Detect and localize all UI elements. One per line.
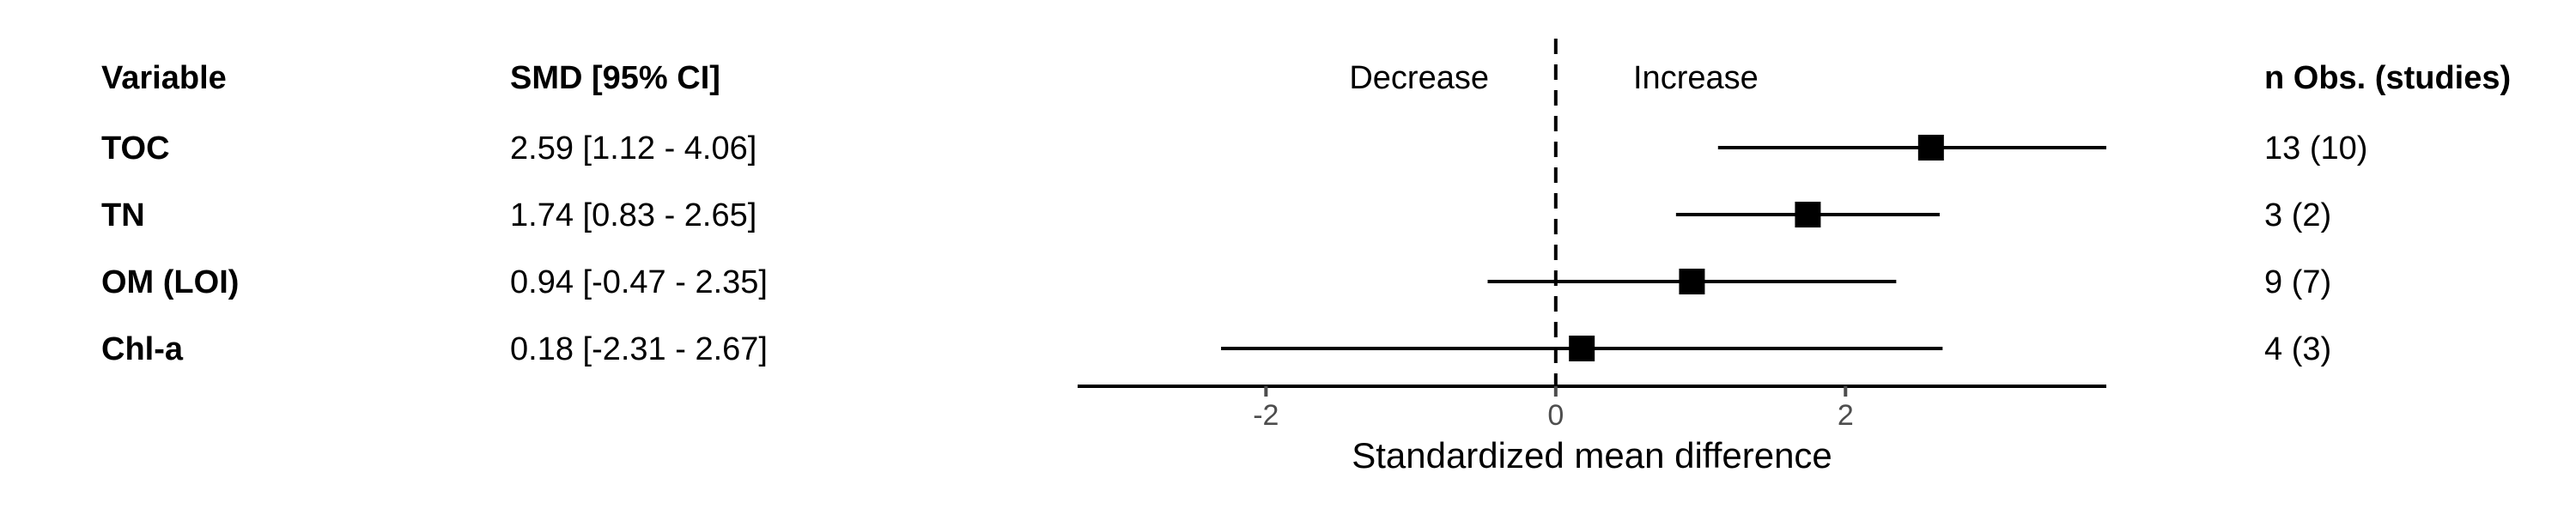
row-3-n-obs: 4 (3) xyxy=(2264,331,2331,367)
table-rows: TOC 2.59 [1.12 - 4.06] 13 (10) TN 1.74 [0.83… xyxy=(101,130,2367,367)
row-1-variable: TN xyxy=(101,197,145,233)
row-2-n-obs: 9 (7) xyxy=(2264,264,2331,300)
row-0-point-estimate xyxy=(1917,135,1944,161)
row-1-n-obs: 3 (2) xyxy=(2264,197,2331,233)
row-2-smd-ci: 0.94 [-0.47 - 2.35] xyxy=(510,264,768,300)
increase-label: Increase xyxy=(1633,60,1759,96)
row-3-point-estimate xyxy=(1569,336,1595,361)
row-3-variable: Chl-a xyxy=(101,331,184,367)
plot-area: -2 0 2 Standardized mean difference xyxy=(1078,39,2106,476)
x-axis-ticks: -2 0 2 xyxy=(1253,386,1854,432)
row-0-variable: TOC xyxy=(101,130,170,167)
x-tick-label-0: -2 xyxy=(1253,399,1279,432)
row-1-smd-ci: 1.74 [0.83 - 2.65] xyxy=(510,197,756,233)
x-axis-label: Standardized mean difference xyxy=(1352,435,1832,476)
row-1-point-estimate xyxy=(1795,202,1821,227)
n-obs-column-header: n Obs. (studies) xyxy=(2264,60,2511,96)
row-0-n-obs: 13 (10) xyxy=(2264,130,2367,167)
row-0-smd-ci: 2.59 [1.12 - 4.06] xyxy=(510,130,756,167)
row-2-variable: OM (LOI) xyxy=(101,264,239,300)
smd-column-header: SMD [95% CI] xyxy=(510,60,720,96)
confidence-intervals xyxy=(1221,135,2106,361)
header-row: Variable SMD [95% CI] Decrease Increase … xyxy=(101,60,2511,96)
variable-column-header: Variable xyxy=(101,60,227,96)
row-3-smd-ci: 0.18 [-2.31 - 2.67] xyxy=(510,331,768,367)
x-tick-label-2: 2 xyxy=(1838,399,1854,432)
x-tick-label-1: 0 xyxy=(1547,399,1564,432)
decrease-label: Decrease xyxy=(1349,60,1489,96)
row-2-point-estimate xyxy=(1679,269,1705,294)
